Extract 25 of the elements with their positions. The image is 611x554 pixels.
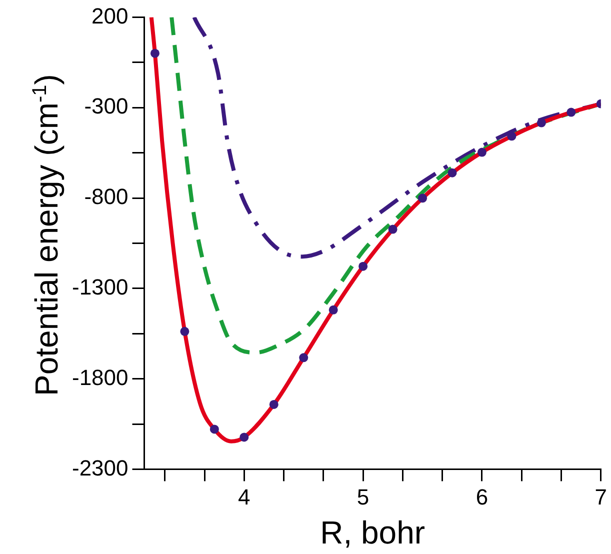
- point: [328, 305, 338, 314]
- y-tick-label: -1800: [72, 364, 128, 390]
- point: [180, 326, 190, 336]
- point: [299, 353, 308, 362]
- point: [269, 400, 278, 409]
- y-tick-label: -1300: [72, 274, 128, 300]
- point: [240, 432, 249, 442]
- x-axis-title: R, bohr: [320, 514, 426, 551]
- point: [418, 194, 428, 203]
- y-tick-label: -300: [84, 94, 128, 119]
- point: [507, 132, 516, 141]
- x-tick-label: 4: [238, 484, 250, 510]
- point: [388, 224, 398, 234]
- x-tick-label: 6: [476, 484, 488, 510]
- x-tick-label: 7: [594, 484, 608, 510]
- point: [358, 262, 368, 271]
- y-tick-label: 200: [92, 3, 128, 28]
- x-tick-label: 5: [356, 484, 370, 510]
- point: [448, 168, 457, 178]
- point: [150, 48, 160, 58]
- y-tick-label: -800: [84, 184, 128, 210]
- point: [477, 148, 486, 157]
- point: [566, 108, 576, 117]
- point: [210, 424, 219, 434]
- y-tick-label: -2300: [72, 455, 128, 480]
